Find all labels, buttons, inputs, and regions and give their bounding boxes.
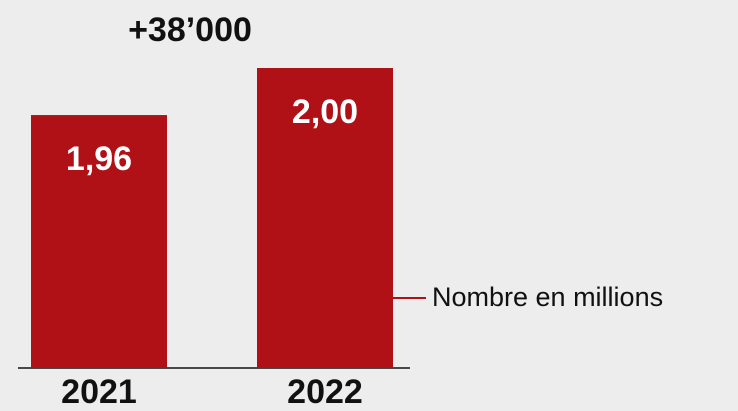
x-tick-label: 2021 — [61, 373, 137, 411]
value-label: 1,96 — [66, 140, 132, 178]
bar — [31, 115, 167, 368]
bar — [257, 68, 393, 368]
legend-label: Nombre en millions — [432, 282, 663, 312]
value-label: 2,00 — [292, 93, 358, 131]
x-tick-label: 2022 — [287, 373, 363, 411]
annotation: +38’000 — [128, 11, 252, 49]
